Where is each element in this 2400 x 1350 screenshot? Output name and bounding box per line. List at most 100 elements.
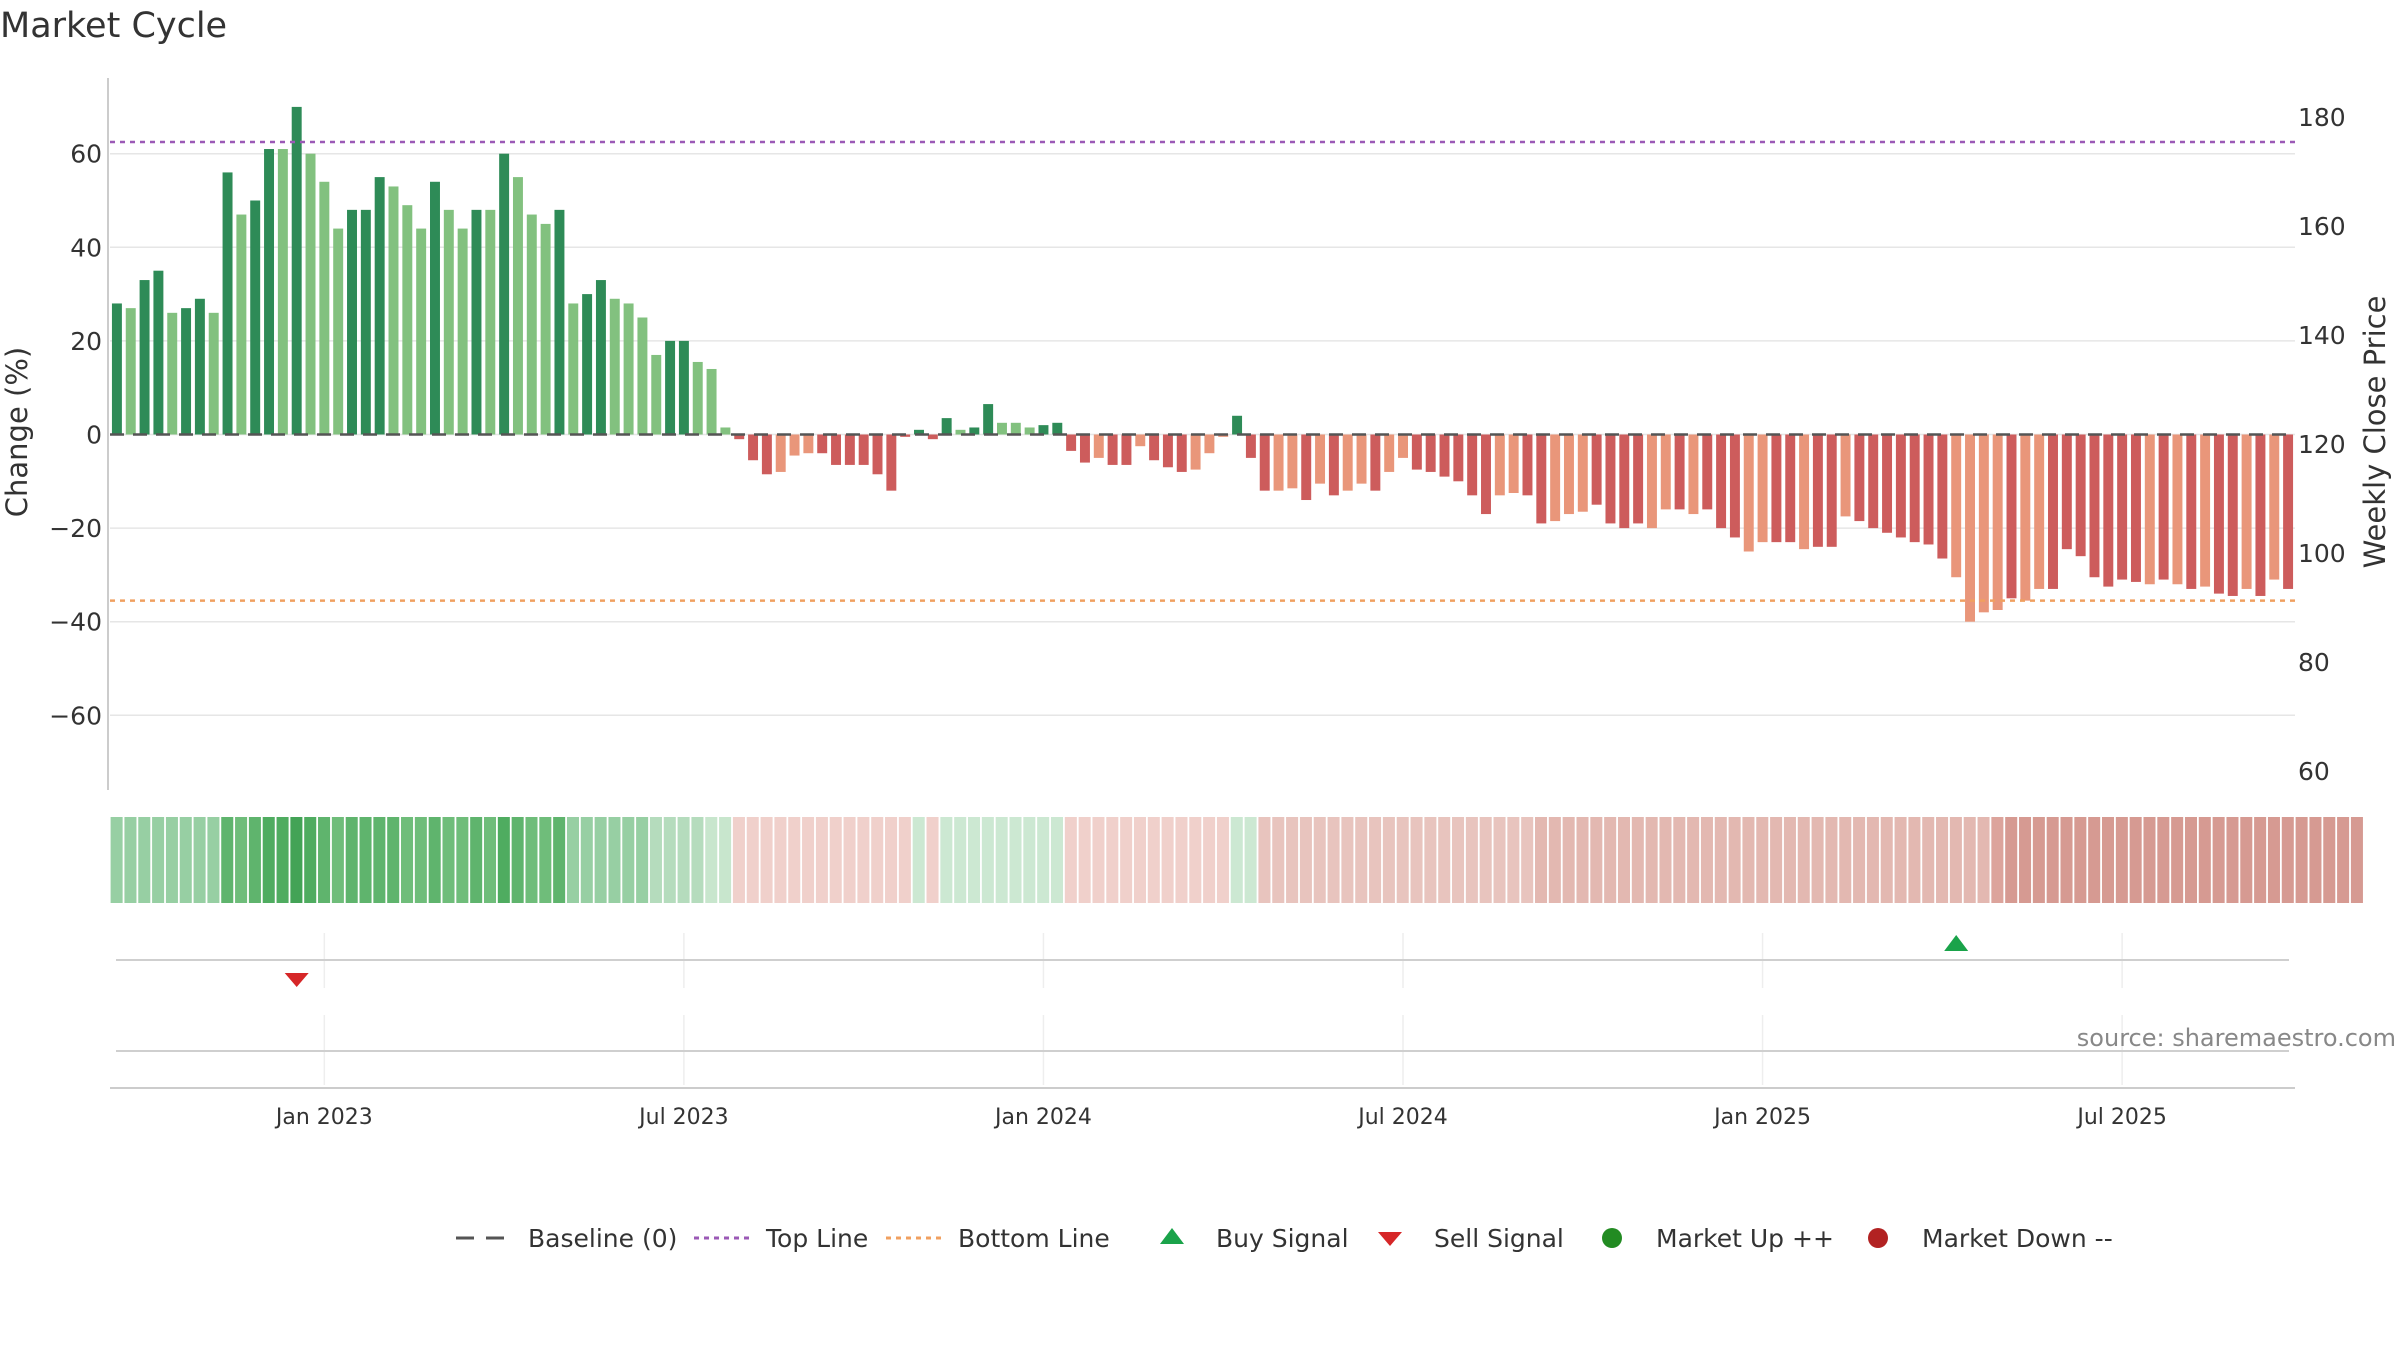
y-tick-label-left: 60 [70,140,102,169]
bar [1785,434,1796,543]
bar [388,186,399,435]
bar [1646,434,1657,529]
strip-cell [2309,817,2322,903]
bar [734,434,745,440]
strip-cell [1673,817,1686,903]
strip-cell [1092,817,1105,903]
strip-cell [152,817,165,903]
legend: Baseline (0) Top Line Bottom Line Buy Signa… [456,1224,2113,1253]
bar [2144,434,2155,585]
bar [872,434,883,475]
y-tick-label-left: −60 [49,701,102,730]
bar [111,303,122,435]
strip-cell [2240,817,2253,903]
bar [582,294,593,435]
y-tick-label-left: 40 [70,233,102,262]
strip-cell [663,817,676,903]
bar [430,181,440,435]
strip-cell [968,817,981,903]
strip-cell [1133,817,1146,903]
strip-cell [138,817,151,903]
legend-label: Market Up ++ [1656,1224,1834,1253]
strip-cell [1936,817,1949,903]
strip-cell [622,817,635,903]
bar [2186,434,2197,589]
strip-cell [1147,817,1160,903]
bar [1425,434,1436,472]
bar [1951,434,1962,578]
bar [1439,434,1450,477]
bar [194,298,205,435]
bar [1660,434,1671,510]
strip-cell [359,817,372,903]
strip-cell [179,817,192,903]
strip-cell [511,817,524,903]
strip-cell [1037,817,1050,903]
bar [1273,434,1284,491]
bar [457,228,468,435]
strip-cell [1728,817,1741,903]
y-axis-left-label: Change (%) [0,347,34,517]
bar [623,303,634,435]
strip-cell [746,817,759,903]
strip-cell [760,817,773,903]
bar [277,149,288,435]
strip-cell [1216,817,1229,903]
x-tick-label: Jul 2023 [637,1105,729,1130]
bar [789,434,800,456]
bar [1176,434,1187,472]
chart-title: Market Cycle [0,6,228,46]
strip-cell [1064,817,1077,903]
strip-cell [649,817,662,903]
strip-cell [1714,817,1727,903]
strip-cell [926,817,939,903]
strip-cell [1382,817,1395,903]
strip-cell [483,817,497,903]
bar [775,434,786,472]
bar [2048,434,2058,589]
bar [153,270,164,435]
bar [637,317,648,435]
strip-cell [1299,817,1312,903]
bar [568,303,579,435]
bar [651,354,662,435]
strip-cell [1604,817,1617,903]
bar [1812,434,1823,547]
strip-cell [2074,817,2087,903]
strip-cell [539,817,552,903]
strip-cell [1009,817,1022,903]
strip-cell [2323,817,2336,903]
strip-cell [2060,817,2073,903]
bar [2200,434,2211,587]
strip-cell [1576,817,1589,903]
bar [1370,434,1381,491]
bars [111,106,2294,622]
strip-cell [2019,817,2032,903]
strip-cell [414,817,427,903]
bar [1992,434,2003,610]
x-axis: Jan 2023 Jul 2023 Jan 2024 Jul 2024 Jan 2025… [110,1087,2295,1130]
bar [1965,434,1975,622]
bar [167,312,178,435]
strip-cell [1811,817,1824,903]
strip-cell [566,817,579,903]
bar [914,429,924,435]
strip-cell [1396,817,1409,903]
sell-signal-marker [284,973,309,987]
bar [1259,434,1270,491]
bar [2089,434,2100,578]
bar [678,340,689,435]
bar [374,177,385,435]
strip-cell [248,817,261,903]
strip-cell [898,817,911,903]
strip-cell [1977,817,1990,903]
strip-cell [1853,817,1866,903]
bar [360,209,371,435]
bar [803,434,814,454]
bar [1190,434,1201,470]
strip-cell [304,817,317,903]
bar [1978,434,1989,613]
bar [512,177,523,435]
bar [1605,434,1616,524]
bar [1356,434,1367,484]
